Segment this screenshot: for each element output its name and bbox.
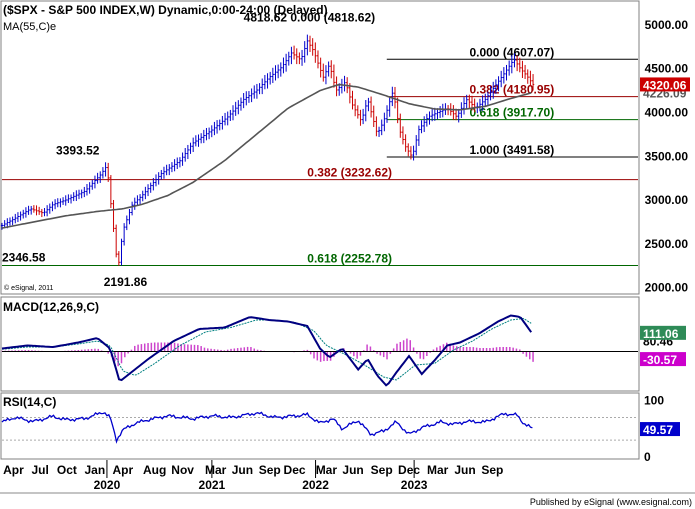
last-price-tag-bg: [640, 77, 690, 92]
x-month-label: Dec: [398, 463, 420, 477]
x-month-label: Nov: [171, 463, 194, 477]
price-annotation: 2191.86: [104, 275, 148, 289]
x-year-label: 2020: [94, 478, 121, 492]
rsi-y-tick-label: 0: [644, 450, 651, 464]
fib-level-label: 0.382 (3232.62): [307, 166, 392, 180]
price-y-tick-label: 4500.00: [645, 62, 689, 76]
macd-panel-frame: [0, 296, 640, 392]
x-month-label: Jun: [454, 463, 475, 477]
price-layer: 0.000 (4607.07) 0.382 (4180.95) 0.618 (391…: [0, 10, 638, 289]
price-y-tick-label: 2000.00: [645, 281, 689, 295]
price-y-tick-label: 2500.00: [645, 237, 689, 251]
x-year-label: 2022: [302, 478, 329, 492]
macd-value-tag-bg: [640, 325, 686, 340]
macd-line: [1, 314, 533, 387]
price-annotation: 2346.58: [2, 250, 46, 264]
macd-value-tag: 111.06: [643, 327, 679, 341]
rsi-layer: [1, 411, 638, 444]
macd-title: MACD(12,26,9,C): [3, 300, 99, 314]
fib-level-label: 1.000 (3491.58): [469, 143, 554, 157]
rsi-value-tag-bg: [640, 422, 680, 437]
chart-title: ($SPX - S&P 500 INDEX,W) Dynamic,0:00-24…: [3, 3, 328, 17]
x-year-label: 2021: [199, 478, 226, 492]
price-y-tick-label: 3000.00: [645, 193, 689, 207]
ma-line: [1, 83, 532, 229]
price-y-tick-label: 4000.00: [645, 105, 689, 119]
x-month-label: Jul: [31, 463, 48, 477]
rsi-panel-frame: [0, 392, 640, 460]
x-month-label: Apr: [113, 463, 134, 477]
x-month-label: Sep: [481, 463, 503, 477]
x-month-label: Jan: [85, 463, 106, 477]
rsi-title: RSI(14,C): [3, 395, 56, 409]
x-month-label: Mar: [316, 463, 338, 477]
rsi-line: [1, 411, 533, 444]
price-annotation: 3393.52: [56, 144, 100, 158]
x-year-label: 2023: [401, 478, 428, 492]
rsi-y-tick-label: 100: [644, 394, 664, 408]
fib-level-label: 0.000 (4607.07): [469, 45, 554, 59]
fib-level-label: 0.618 (3917.70): [469, 106, 554, 120]
price-y-tick-label: 3500.00: [645, 149, 689, 163]
axis-layer: 5000.00 4500.00 4000.00 3500.00 3000.00 2500.…: [3, 18, 690, 492]
macd-layer: [1, 314, 638, 387]
x-month-label: Aug: [143, 463, 166, 477]
fib-level-label: 0.618 (2252.78): [307, 251, 392, 265]
fib-level-label: 0.382 (4180.95): [469, 83, 554, 97]
signal-value-tag-bg: [640, 352, 686, 367]
signal-value-tag: -30.57: [643, 353, 677, 367]
rsi-value-tag: 49.57: [643, 423, 673, 437]
x-month-label: Jun: [342, 463, 363, 477]
x-month-label: Oct: [57, 463, 77, 477]
x-month-label: Mar: [205, 463, 227, 477]
price-panel-frame: [0, 0, 640, 295]
x-month-label: Apr: [3, 463, 24, 477]
price-y-tick-label: 5000.00: [645, 18, 689, 32]
x-month-label: Sep: [259, 463, 281, 477]
x-month-label: Jun: [232, 463, 253, 477]
x-month-label: Dec: [284, 463, 306, 477]
price-annotation: 4818.62 0.000 (4818.62): [244, 10, 375, 24]
copyright-label: © eSignal, 2011: [4, 284, 54, 292]
ma-legend: MA(55,C)e: [3, 21, 56, 33]
last-price-tag: 4320.06: [643, 78, 687, 92]
macd-signal-line: [1, 317, 532, 381]
x-month-label: Mar: [427, 463, 449, 477]
x-month-label: Sep: [371, 463, 393, 477]
footer-label: Published by eSignal (www.esignal.com): [530, 497, 692, 507]
